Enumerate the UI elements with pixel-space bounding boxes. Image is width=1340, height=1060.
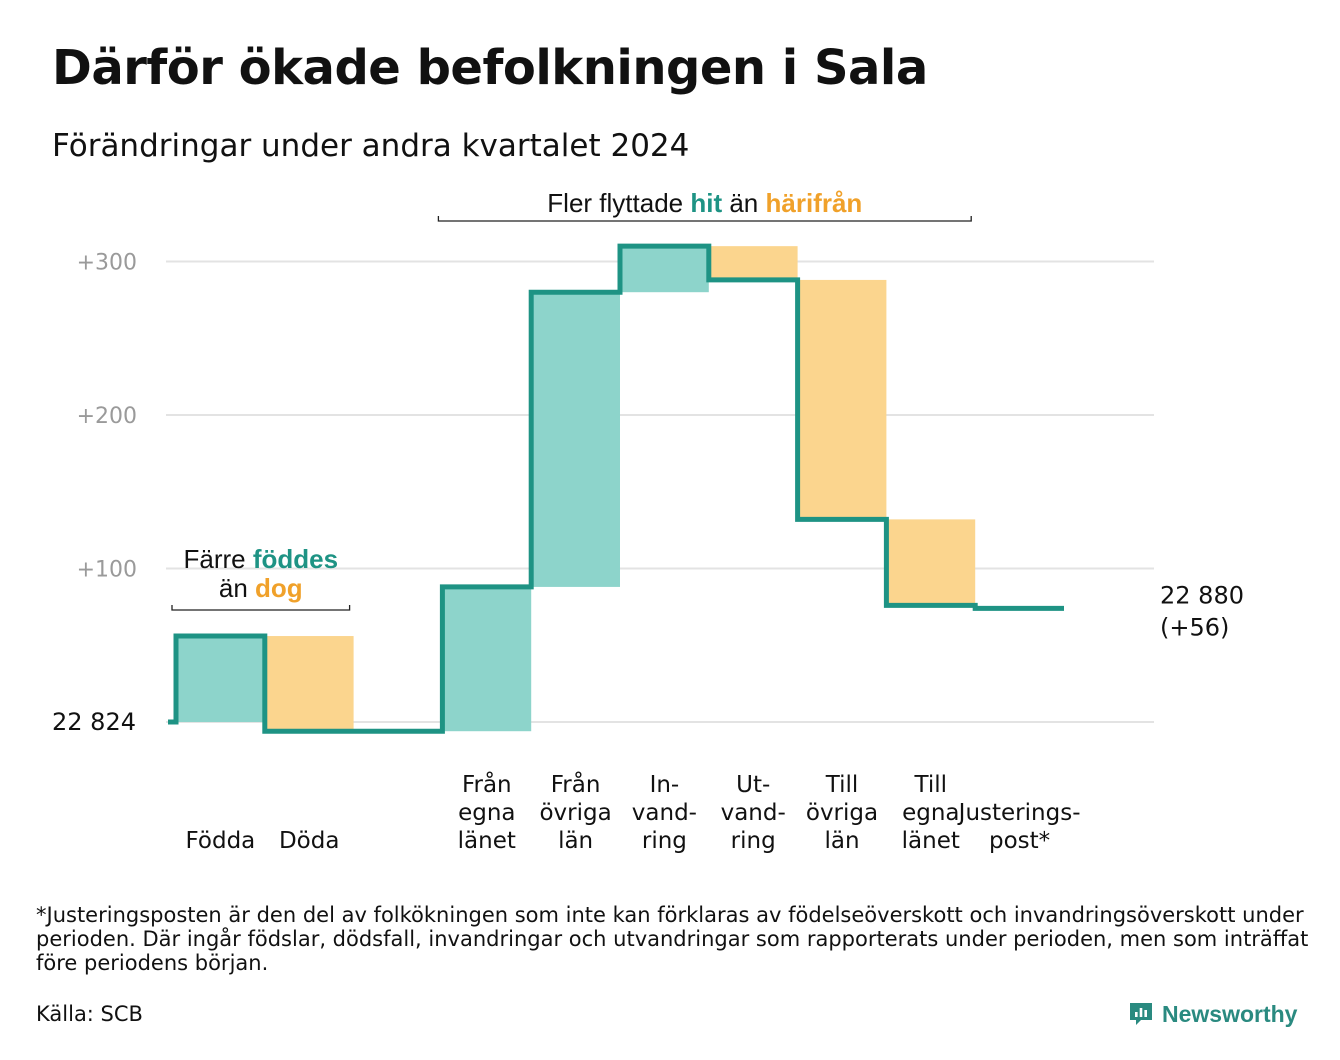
y-tick-label: +200 xyxy=(77,404,137,429)
category-label-line: post* xyxy=(989,828,1050,854)
category-label: Till egna länet xyxy=(902,772,960,854)
category-label: In-vand-ring xyxy=(632,772,697,854)
annotation-bracket xyxy=(171,605,351,611)
category-label-line: Från xyxy=(462,770,512,798)
category-label-line: egna xyxy=(458,800,515,826)
annotation-text-part: hit xyxy=(690,188,722,218)
footnote: *Justeringsposten är den del av folkökni… xyxy=(36,903,1309,975)
annotation-text: Färre föddes xyxy=(184,544,339,574)
waterfall-bar xyxy=(708,246,798,280)
category-label-line: länet xyxy=(458,828,516,854)
annotation-text-part: än xyxy=(722,188,765,218)
category-label-line: Från xyxy=(551,770,601,798)
category-label-line: ring xyxy=(642,828,687,854)
annotation-text: än dog xyxy=(219,573,303,603)
annotation-bracket xyxy=(437,216,972,222)
category-label: Födda xyxy=(186,828,256,854)
chart-subtitle: Förändringar under andra kvartalet 2024 xyxy=(52,128,690,164)
newsworthy-bar-chart-icon xyxy=(1130,1003,1152,1025)
category-label-line: vand- xyxy=(721,800,786,826)
annotation-text-part: än xyxy=(219,573,255,603)
annotation-text-part: Färre xyxy=(184,544,253,574)
category-label: Döda xyxy=(279,828,339,854)
brand-name: Newsworthy xyxy=(1162,1000,1298,1027)
end-change-label: (+56) xyxy=(1160,613,1229,641)
category-label: Från egna länet xyxy=(458,770,516,854)
annotation-text-part: Fler flyttade xyxy=(547,188,690,218)
category-label-line: Till xyxy=(914,772,948,798)
category-label-line: länet xyxy=(902,828,960,854)
category-label-line: egna xyxy=(902,800,959,826)
chart-title: Därför ökade befolkningen i Sala xyxy=(52,40,928,96)
y-tick-label: +300 xyxy=(77,251,137,276)
category-label-line: Ut- xyxy=(736,772,770,798)
category-label: Från övriga län xyxy=(539,770,611,854)
category-label-line: Till xyxy=(825,772,859,798)
waterfall-bar xyxy=(886,519,976,606)
category-label: Till övriga län xyxy=(806,772,878,854)
waterfall-bar xyxy=(797,279,887,520)
category-label-line: Döda xyxy=(279,828,339,854)
waterfall-bar xyxy=(442,586,532,732)
annotation-text-part: dog xyxy=(255,573,303,603)
bar-layer xyxy=(176,246,976,732)
source-credit: Källa: SCB xyxy=(36,1002,143,1026)
y-tick-label: +100 xyxy=(77,558,137,583)
annotation-text-part: föddes xyxy=(253,544,338,574)
category-label-line: län xyxy=(824,828,859,854)
category-label: Ut-vand-ring xyxy=(721,772,786,854)
waterfall-bar xyxy=(176,636,265,722)
waterfall-bar xyxy=(531,292,620,587)
category-label-line: övriga xyxy=(539,800,611,826)
line-layer xyxy=(168,243,1064,734)
category-label: Justerings-post* xyxy=(957,800,1081,854)
start-value-label: 22 824 xyxy=(52,708,136,736)
category-label-line: län xyxy=(558,828,593,854)
waterfall-chart: +100 +200 +300 22 824 22 880 (+56) Födda Döda F… xyxy=(52,188,1244,854)
waterfall-bar xyxy=(620,246,709,293)
waterfall-bar xyxy=(264,636,354,732)
annotation-text-part: härifrån xyxy=(765,188,862,218)
category-label-line: vand- xyxy=(632,800,697,826)
end-value-label: 22 880 xyxy=(1160,581,1244,609)
category-label-line: ring xyxy=(731,828,776,854)
brand[interactable]: Newsworthy xyxy=(1128,998,1297,1030)
cumulative-step-line xyxy=(168,243,1064,734)
category-label-line: Justerings- xyxy=(957,800,1081,826)
category-label-line: In- xyxy=(650,772,680,798)
category-label-line: övriga xyxy=(806,800,878,826)
annotation-text: Fler flyttade hit än härifrån xyxy=(547,188,862,218)
category-label-line: Födda xyxy=(186,828,256,854)
